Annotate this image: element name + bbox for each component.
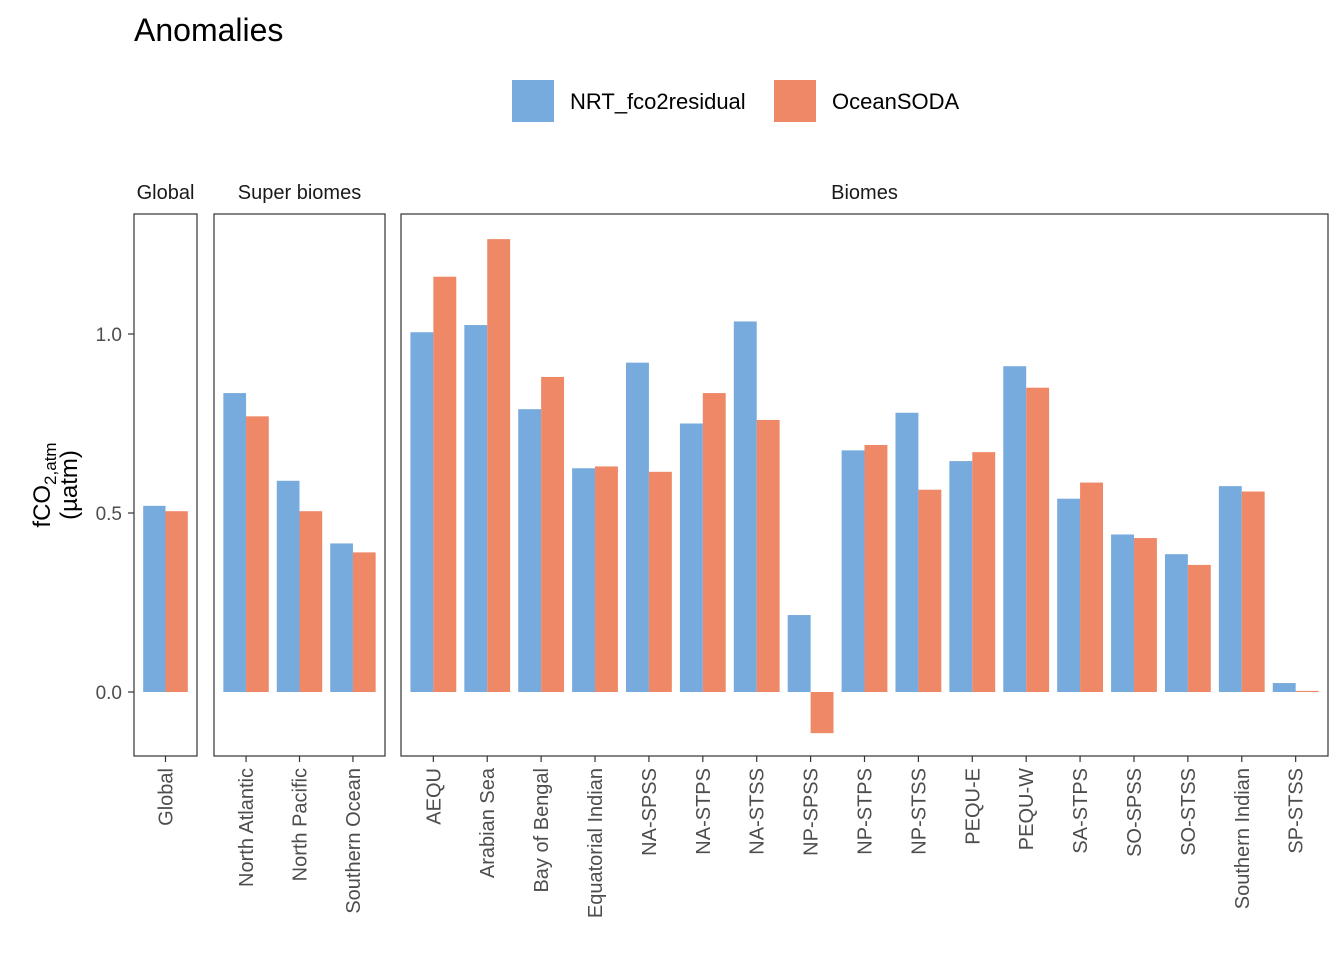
x-tick-label: SO-STSS [1178,768,1200,856]
bar-np-stss-nrt-fco2residual [895,412,919,692]
x-tick-label: North Pacific [290,768,312,881]
bar-pequ-e-oceansoda [972,452,996,692]
bar-np-stps-nrt-fco2residual [841,450,865,692]
bar-southern-ocean-oceansoda [352,552,376,692]
x-tick-label: NA-SPSS [639,768,661,856]
legend: NRT_fco2residual OceanSODA [512,80,959,122]
bar-bay-of-bengal-nrt-fco2residual [518,409,542,692]
y-axis-label-subscript: 2,atm [41,442,60,485]
bar-pequ-w-nrt-fco2residual [1003,366,1027,692]
bar-na-stps-oceansoda [702,393,726,692]
facet-strip-label: Super biomes [238,182,361,204]
y-axis-label-main: fCO [29,485,56,528]
bar-equatorial-indian-nrt-fco2residual [572,468,596,692]
bar-pequ-w-oceansoda [1026,387,1050,692]
bar-na-spss-oceansoda [648,471,672,692]
legend-entry-oceansoda: OceanSODA [774,80,959,122]
x-tick-label: Equatorial Indian [585,768,607,918]
facet-strip-label: Biomes [831,182,898,204]
facet-biomes: Biomes AEQU Arabian Sea Bay of Bengal Equato… [400,182,1329,918]
legend-swatch [774,80,816,122]
x-tick-label: Global [156,768,178,826]
y-tick-label: 0.5 [96,504,122,525]
bar-global-nrt-fco2residual [143,505,166,692]
x-tick-label: PEQU-W [1016,768,1038,850]
facet-strip-label: Global [137,182,195,204]
panel-border [133,213,198,757]
x-tick-label: AEQU [423,768,445,825]
bar-global-oceansoda [165,511,188,692]
bar-southern-indian-nrt-fco2residual [1218,486,1242,692]
bar-southern-ocean-nrt-fco2residual [330,543,353,692]
legend-label: OceanSODA [832,89,959,114]
bar-sa-stps-oceansoda [1080,482,1103,692]
bar-arabian-sea-nrt-fco2residual [464,325,488,692]
chart-title: Anomalies [134,12,283,48]
y-axis-label-unit: (µatm) [56,450,83,520]
facet-super-biomes: Super biomes North Atlantic North Pacific S… [213,182,386,914]
bar-equatorial-indian-oceansoda [595,466,618,692]
bar-np-spss-nrt-fco2residual [787,615,811,692]
x-tick-label: SA-STPS [1070,768,1092,854]
bar-southern-indian-oceansoda [1241,491,1265,692]
bar-bay-of-bengal-oceansoda [541,376,565,692]
bar-np-spss-oceansoda [810,692,834,734]
x-tick-label: Arabian Sea [477,767,499,878]
bar-sa-stps-nrt-fco2residual [1057,498,1081,692]
bar-so-spss-nrt-fco2residual [1111,534,1134,692]
x-tick-label: SO-SPSS [1124,768,1146,857]
panel-border [400,213,1329,757]
bar-aequ-nrt-fco2residual [410,332,434,692]
bar-np-stps-oceansoda [864,444,888,692]
bar-aequ-oceansoda [433,276,457,692]
bar-north-atlantic-oceansoda [246,416,269,692]
x-tick-label: NP-SPSS [801,768,823,856]
panel-border [213,213,386,757]
x-tick-label: NA-STSS [747,768,769,855]
x-tick-label: North Atlantic [236,768,258,887]
bar-so-stss-nrt-fco2residual [1164,554,1188,692]
facet-global: Global Global [133,182,198,826]
bar-na-spss-nrt-fco2residual [626,362,649,692]
legend-swatch [512,80,554,122]
bar-so-stss-oceansoda [1187,564,1211,692]
legend-entry-nrt-fco2residual: NRT_fco2residual [512,80,746,122]
y-axis-label: fCO2,atm (µatm) [29,442,83,527]
y-axis-label-line1: fCO2,atm [29,442,60,527]
y-axis-ticks: 0.0 0.5 1.0 [96,325,134,704]
bar-np-stss-oceansoda [918,489,942,692]
x-tick-label: PEQU-E [962,768,984,845]
x-tick-label: Southern Indian [1232,768,1254,909]
bar-north-atlantic-nrt-fco2residual [223,393,247,692]
x-tick-label: Bay of Bengal [531,768,553,893]
x-tick-label: NA-STPS [693,768,715,855]
facet-panels: Global Global Super biomes North Atlantic No… [133,182,1329,918]
bar-sp-stss-oceansoda [1295,690,1319,692]
x-tick-label: NP-STPS [855,768,877,855]
bar-north-pacific-nrt-fco2residual [276,480,300,692]
y-tick-label: 1.0 [96,325,122,346]
bar-na-stss-nrt-fco2residual [733,321,757,692]
bar-so-spss-oceansoda [1133,538,1157,692]
bar-na-stss-oceansoda [756,419,780,692]
legend-label: NRT_fco2residual [570,89,746,114]
x-tick-label: Southern Ocean [343,768,365,914]
bar-north-pacific-oceansoda [299,511,323,692]
x-tick-label: NP-STSS [908,768,930,855]
x-tick-label: SP-STSS [1286,768,1308,854]
bar-sp-stss-nrt-fco2residual [1272,683,1296,692]
bar-arabian-sea-oceansoda [487,239,511,692]
y-tick-label: 0.0 [96,683,122,704]
bar-na-stps-nrt-fco2residual [679,423,703,692]
bar-pequ-e-nrt-fco2residual [949,461,973,692]
